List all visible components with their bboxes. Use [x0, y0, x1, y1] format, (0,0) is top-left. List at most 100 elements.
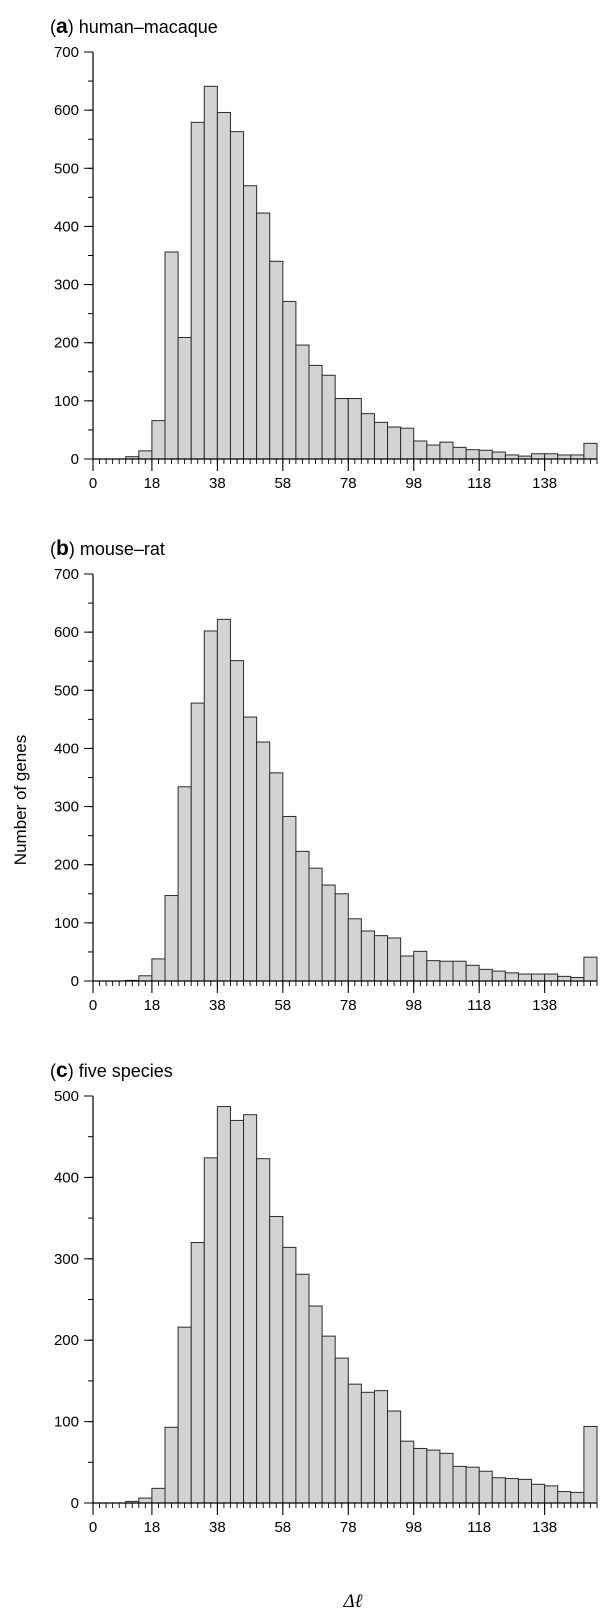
- x-axis-label: Δℓ: [342, 1591, 362, 1612]
- panel-title: (a) human–macaque: [50, 15, 218, 38]
- histogram-bar: [321, 1335, 336, 1504]
- x-tick-label: 18: [144, 475, 161, 492]
- histogram-bar: [347, 1383, 362, 1504]
- histogram-bar: [531, 453, 546, 460]
- histogram-bar: [334, 1357, 349, 1504]
- x-tick-label: 138: [532, 997, 557, 1014]
- histogram-bar: [282, 300, 297, 460]
- histogram-bar: [151, 420, 166, 460]
- histogram-bar: [256, 741, 271, 982]
- histogram-bar: [373, 421, 389, 460]
- histogram-bar: [478, 449, 493, 460]
- y-tick-label: 400: [54, 1169, 79, 1186]
- y-tick-label: 100: [54, 915, 79, 932]
- panel-paren-open: (: [50, 17, 56, 37]
- histogram-bar: [295, 344, 310, 460]
- x-tick-label: 118: [467, 1519, 491, 1536]
- histogram-bar: [177, 336, 192, 460]
- panel-title: (b) mouse–rat: [50, 537, 165, 560]
- y-tick-label: 700: [54, 44, 79, 61]
- histogram-bar: [478, 968, 493, 982]
- histogram-bar: [491, 970, 506, 982]
- y-tick-label: 500: [54, 682, 79, 699]
- panel-paren-close: ): [68, 1061, 79, 1081]
- histogram-bar: [308, 364, 323, 460]
- y-axis-label: Number of genes: [11, 735, 30, 865]
- histogram-bar: [465, 449, 480, 460]
- x-tick-label: 18: [144, 1519, 161, 1536]
- panel-letter: b: [56, 537, 69, 560]
- histogram-bar: [570, 1491, 585, 1504]
- histogram-bar: [229, 1119, 245, 1504]
- histogram-bar: [295, 1273, 310, 1504]
- histogram-bar: [138, 450, 153, 460]
- y-tick-label: 400: [54, 218, 79, 235]
- histogram-bar: [531, 1483, 546, 1504]
- histogram-bar: [243, 185, 258, 460]
- histogram-bar: [400, 427, 415, 460]
- histogram-bar: [308, 867, 323, 982]
- panel-a: (a) human–macaque 0 100 200 300 400 500 600 700 0…: [50, 15, 598, 492]
- histogram-bar: [557, 975, 572, 982]
- histogram-bar: [151, 958, 166, 982]
- x-tick-label: 0: [89, 1519, 97, 1536]
- histogram-bar: [256, 212, 271, 460]
- histogram-bar: [373, 935, 389, 982]
- histogram-bar: [387, 937, 402, 982]
- histogram-bar: [491, 1477, 506, 1504]
- histogram-bar: [360, 1391, 375, 1504]
- y-tick-label: 0: [71, 451, 79, 468]
- y-tick-label: 300: [54, 1251, 79, 1268]
- x-tick-label: 98: [405, 1519, 422, 1536]
- x-tick-label: 138: [532, 475, 557, 492]
- x-tick-label: 78: [340, 997, 357, 1014]
- y-tick-label: 100: [54, 393, 79, 410]
- histogram-bar: [203, 85, 218, 460]
- histogram-bar: [557, 1491, 572, 1504]
- histogram-bar: [216, 618, 231, 982]
- histogram-bar: [347, 398, 362, 460]
- panel-paren-close: ): [68, 17, 79, 37]
- histogram-bar: [229, 660, 245, 982]
- x-tick-label: 78: [340, 475, 357, 492]
- panel-b: (b) mouse–rat 0 100 200 300 400 500 600 700 0 18 38…: [50, 537, 598, 1014]
- histogram-bar: [151, 1487, 166, 1504]
- histogram-bar: [282, 815, 297, 982]
- histogram-bar: [452, 446, 467, 460]
- panel-paren-open: (: [50, 1061, 56, 1081]
- x-tick-label: 118: [467, 475, 491, 492]
- histogram-bar: [373, 1390, 389, 1504]
- x-tick-label: 118: [467, 997, 491, 1014]
- panel-letter: c: [56, 1059, 68, 1082]
- x-tick-label: 58: [274, 475, 291, 492]
- x-tick-label: 18: [144, 997, 161, 1014]
- histogram-bar: [583, 1425, 598, 1504]
- x-tick-label: 78: [340, 1519, 357, 1536]
- histogram-bar: [517, 973, 533, 982]
- y-tick-label: 600: [54, 624, 79, 641]
- histogram-bar: [243, 1114, 258, 1504]
- x-tick-label: 0: [89, 475, 97, 492]
- y-tick-label: 0: [71, 1495, 79, 1512]
- y-tick-label: 200: [54, 1332, 79, 1349]
- histogram-bar: [203, 630, 218, 982]
- histogram-bar: [426, 960, 441, 982]
- histogram-bar: [295, 850, 310, 982]
- x-tick-label: 38: [209, 475, 226, 492]
- x-tick-label: 38: [209, 997, 226, 1014]
- histogram-bar: [400, 1440, 415, 1504]
- x-tick-label: 138: [532, 1519, 557, 1536]
- histogram-bar: [138, 1497, 153, 1504]
- histogram-bar: [334, 398, 349, 460]
- histogram-bar: [387, 1410, 402, 1504]
- y-tick-label: 700: [54, 566, 79, 583]
- histogram-bar: [465, 964, 480, 982]
- histogram-bar: [544, 973, 559, 982]
- histogram-bar: [544, 1485, 559, 1504]
- histogram-bar: [216, 111, 231, 460]
- panel-title-text: mouse–rat: [80, 539, 165, 559]
- histogram-bar: [282, 1246, 297, 1504]
- histogram-bar: [504, 1478, 519, 1504]
- y-tick-label: 200: [54, 857, 79, 874]
- histogram-bar: [164, 251, 179, 460]
